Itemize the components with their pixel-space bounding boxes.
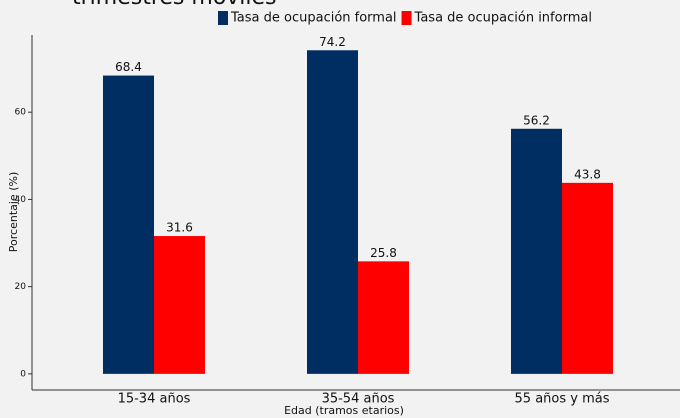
data-label: 25.8 [370, 246, 397, 260]
bar [307, 50, 358, 374]
bar [103, 75, 154, 374]
y-tick-label: 20 [15, 282, 27, 292]
bar [154, 236, 205, 374]
data-label: 43.8 [574, 167, 601, 181]
legend-label: Tasa de ocupación informal [414, 11, 592, 26]
chart-title: trimestres móviles [72, 0, 277, 10]
bar [511, 128, 562, 374]
data-label: 56.2 [523, 113, 550, 127]
data-label: 74.2 [319, 35, 346, 49]
bar [358, 261, 409, 374]
y-tick-label: 40 [15, 195, 27, 205]
x-tick-label: 55 años y más [515, 392, 610, 407]
y-tick-label: 0 [20, 369, 26, 379]
x-tick-label: 35-54 años [322, 392, 395, 407]
data-label: 31.6 [166, 221, 193, 235]
y-axis-label: Porcentaje (%) [7, 172, 20, 252]
legend-swatch [401, 11, 412, 25]
x-tick-label: 15-34 años [118, 392, 191, 407]
data-label: 68.4 [115, 60, 142, 74]
bar [562, 182, 613, 374]
legend-swatch [218, 11, 228, 25]
x-axis-label: Edad (tramos etarios) [284, 404, 404, 417]
legend-label: Tasa de ocupación formal [230, 11, 397, 26]
y-tick-label: 60 [15, 108, 27, 118]
